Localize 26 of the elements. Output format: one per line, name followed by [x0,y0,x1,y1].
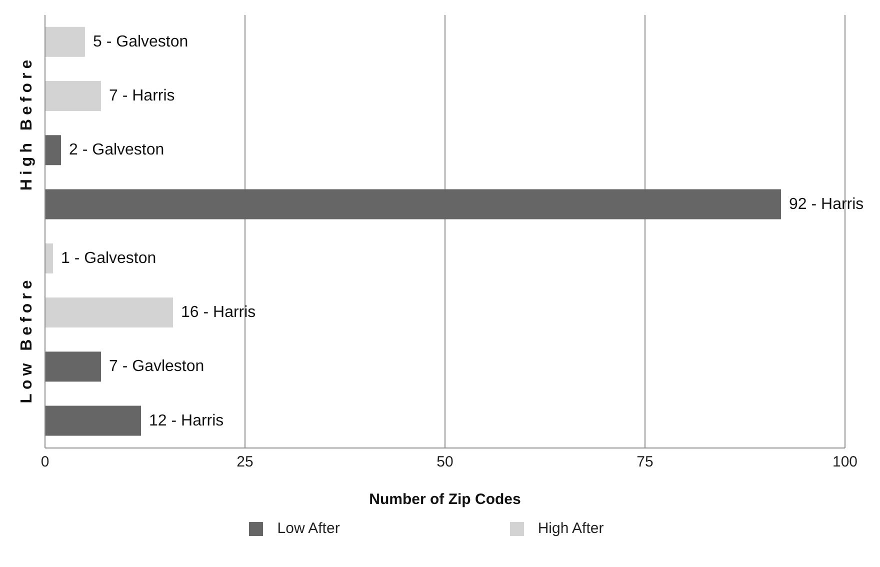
data-label: 2 - Galveston [69,142,164,159]
bar [45,189,781,220]
x-axis-title: Number of Zip Codes [369,491,521,508]
data-label: 7 - Gavleston [109,358,204,376]
bar [45,352,101,382]
data-label: 1 - Galveston [61,250,156,267]
x-tick-label: 25 [236,454,254,471]
bar [45,406,141,436]
data-label: 7 - Harris [109,88,175,105]
legend-label: Low After [276,520,340,537]
x-tick-label: 100 [832,454,858,471]
x-tick-label: 0 [40,454,50,471]
bar [45,243,53,274]
legend-label: High After [536,520,604,537]
text: Low Before [18,276,36,404]
text: High Before [18,56,36,191]
x-tick-label: 75 [636,454,654,471]
data-label: 5 - Galveston [93,33,188,50]
bar [45,298,173,328]
bar [45,81,101,112]
data-label: 12 - Harris [149,412,224,430]
bar [45,26,85,57]
x-tick-label: 50 [436,454,454,471]
data-label: 16 - Harris [181,304,256,322]
bar [45,135,61,166]
data-label: 92 - Harris [789,196,864,213]
